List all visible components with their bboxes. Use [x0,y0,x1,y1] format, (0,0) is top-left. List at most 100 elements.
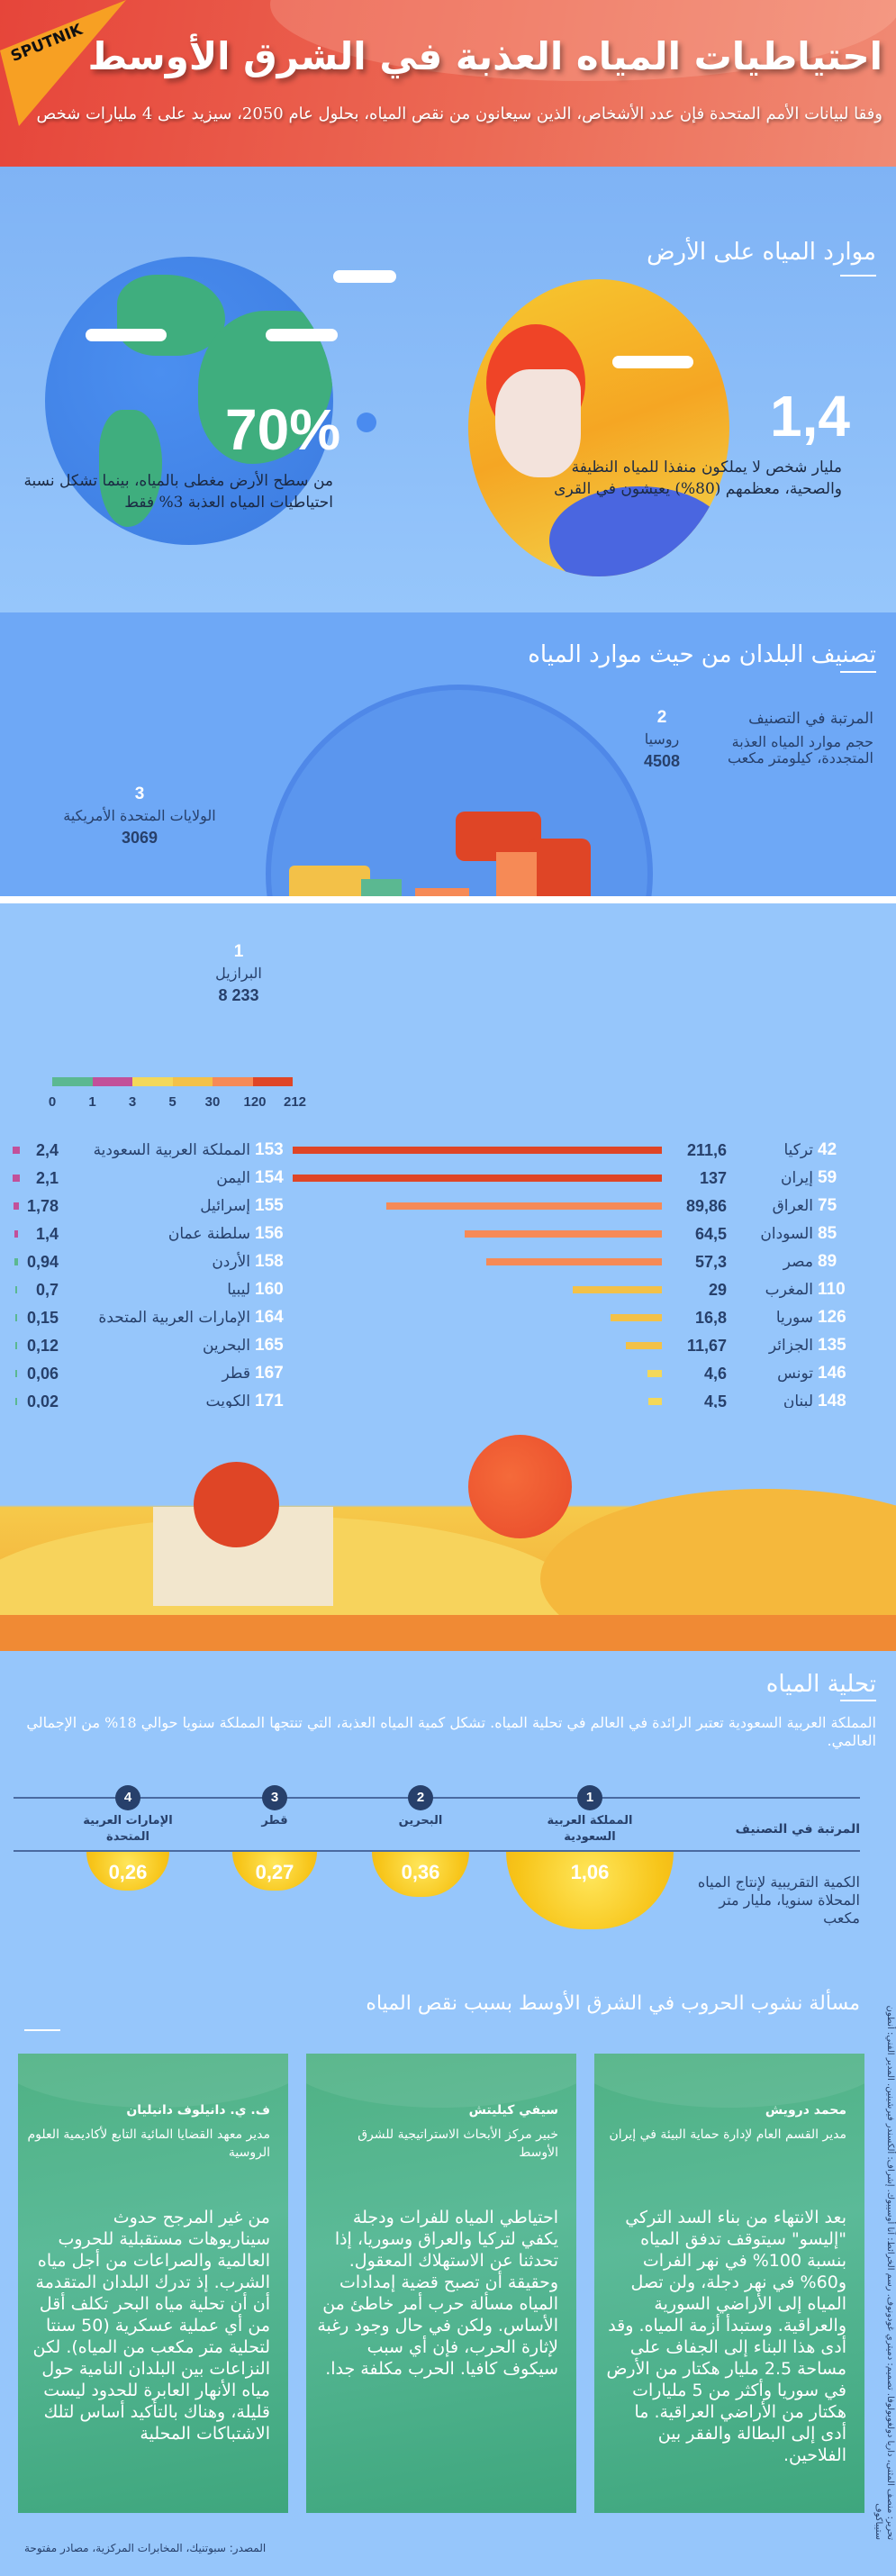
water-resource-chart: 42 تركيا 211,6 59 إيران 137 75 العراق 89,86 85 الس… [0,0,896,1410]
value: 89,86 [685,1197,727,1215]
bar [610,1314,662,1321]
value: 1,78 [26,1197,59,1215]
bar [14,1258,18,1265]
divider [840,275,876,277]
value: 0,06 [26,1365,59,1383]
desal-coin: 0,27 [232,1852,317,1891]
value: 4,6 [703,1365,727,1383]
bar [573,1286,662,1293]
rank-badge: 3 [262,1785,287,1810]
value: 57,3 [694,1253,727,1271]
cloud-icon [612,356,693,368]
country-name: قطر [222,1365,250,1383]
expert-quote: بعد الانتهاء من بناء السد التركي "إليسو"… [606,2208,846,2465]
expert-name: محمد درويش [765,2103,846,2118]
value: 4,5 [703,1392,727,1410]
earth-globe-illustration [45,257,333,545]
top-country-russia: 2 روسيا 4508 [630,707,693,772]
rank: 154 [255,1168,284,1187]
credits: تحرير: منصف المثنى، داريا دولغوبولوفا. ت… [873,2005,895,2540]
desal-text: المملكة العربية السعودية تعتبر الرائدة ف… [26,1714,876,1749]
stat-1-4-text: مليار شخص لا يملكون منفذا للمياه النظيفة… [554,458,842,498]
value: 16,8 [694,1309,727,1327]
value: 2,4 [35,1141,59,1159]
value: 29 [708,1281,727,1299]
country-name: المملكة العربية السعودية [547,1814,633,1844]
cloud-icon [333,270,396,283]
rank: 85 [818,1224,837,1243]
section-title-desal: تحلية المياه [765,1671,876,1698]
bar [13,1175,20,1182]
country-name: إسرائيل [200,1197,250,1215]
scale-tick: 30 [204,1094,221,1110]
scale-segment [252,1077,293,1086]
expert-card: ف. ي. دانيلوف دانيليان مدير معهد القضايا … [18,2054,288,2513]
country-name: إيران [780,1169,813,1187]
desert-illustration [0,1408,896,1651]
country-name: الأردن [212,1253,250,1271]
cloud-icon [266,329,338,341]
top-country-brazil: 1 البرازيل 8 233 [194,941,284,1006]
color-scale-ticks: 0 1 3 5 30 120 212 [43,1092,313,1110]
expert-role: مدير القسم العام لإدارة حماية البيئة في … [609,2127,846,2142]
country-name: مصر [783,1253,813,1271]
rank: 42 [818,1140,837,1159]
dome-icon [194,1462,279,1547]
value: 0,7 [35,1281,59,1299]
timeline-line [14,1797,860,1799]
bar [293,1175,662,1182]
value: 0,94 [26,1253,59,1271]
bar [293,1147,662,1154]
rank-badge: 2 [408,1785,433,1810]
country-name: قطر [261,1814,288,1828]
value: 2,1 [35,1169,59,1187]
bar [626,1342,662,1349]
section-title-wars: مسألة نشوب الحروب في الشرق الأوسط بسبب ن… [366,1992,860,2015]
expert-name: سيفي كيليتش [468,2103,558,2118]
value: 0,15 [26,1309,59,1327]
scale-segment [92,1077,132,1086]
rank: 153 [255,1140,284,1159]
timeline-line [14,1850,860,1852]
country-name: البحرين [202,1337,250,1355]
value: 64,5 [694,1225,727,1243]
rank: 160 [255,1280,284,1299]
bar [464,1230,662,1238]
country-name: لبنان [783,1392,813,1410]
scale-tick: 0 [48,1094,57,1110]
legend-rank-label: المرتبة في التصنيف [748,710,873,728]
country-name: السودان [760,1225,813,1243]
bars-section [0,903,896,1408]
scale-tick: 3 [128,1094,137,1110]
country-name: الجزائر [768,1337,813,1355]
rank: 146 [818,1364,846,1383]
country-name: المملكة العربية السعودية [93,1141,250,1159]
value: 8 233 [218,986,259,1004]
divider [840,1700,876,1701]
value: 11,67 [686,1337,727,1355]
bar [14,1230,19,1238]
country-name: الإمارات العربية المتحدة [83,1814,173,1844]
color-scale [52,1077,293,1086]
top-country-usa: 3 الولايات المتحدة الأمريكية 3069 [27,784,252,848]
bar [13,1147,20,1154]
bar [647,1370,662,1377]
country-name: الكويت [205,1392,251,1410]
rank: 89 [818,1252,837,1271]
scale-segment [213,1077,253,1086]
country-name: العراق [772,1197,813,1215]
rank: 2 [656,708,667,727]
country-name: سوريا [775,1309,813,1327]
divider [0,896,896,903]
bar [386,1202,662,1210]
expert-quote: من غير المرجح حدوث سيناريوهات مستقبلية ل… [32,2208,270,2444]
rank-badge: 4 [115,1785,140,1810]
source: المصدر: سبوتنيك، المخابرات المركزية، مصا… [24,2542,267,2554]
country-name: البرازيل [215,965,262,982]
bar [13,1202,20,1210]
scale-segment [52,1077,93,1086]
scale-segment [132,1077,173,1086]
scale-tick: 1 [88,1094,96,1110]
rank: 75 [818,1196,837,1215]
rank: 3 [134,785,145,803]
